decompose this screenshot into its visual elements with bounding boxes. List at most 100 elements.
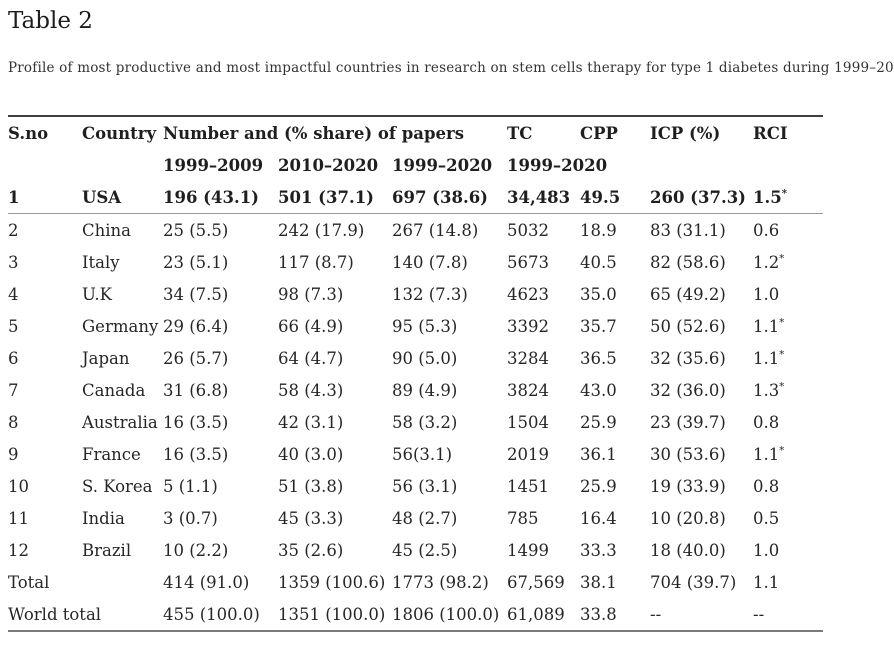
cell-tc: 5673 <box>507 252 549 272</box>
cell-icp: 50 (52.6) <box>650 316 726 336</box>
cell-rci: 1.5* <box>753 181 823 214</box>
header-spacer <box>753 149 823 181</box>
cell-cpp: 18.9 <box>580 220 617 240</box>
cell-country: U.K <box>82 284 112 304</box>
cell-rci: 0.8 <box>753 406 823 438</box>
cell-rci: 1.0 <box>753 534 823 566</box>
cell-papers-1999-2009: 455 (100.0) <box>163 604 260 624</box>
cell-papers-1999-2009: 26 (5.7) <box>163 348 229 368</box>
cell-papers-2010-2020: 51 (3.8) <box>278 476 344 496</box>
significance-asterisk: * <box>779 349 785 360</box>
cell-tc: 2019 <box>507 444 549 464</box>
cell-tc: 34,483 <box>507 181 580 214</box>
cell-papers-2010-2020: 42 (3.1) <box>278 412 344 432</box>
cell-rci: 0.6 <box>753 214 823 247</box>
countries-data-table: S.no Country Number and (% share) of pap… <box>8 115 823 632</box>
significance-asterisk: * <box>779 317 785 328</box>
article-table-section: Table 2 Profile of most productive and m… <box>8 8 894 632</box>
cell-tc: 785 <box>507 508 539 528</box>
cell-papers-2010-2020: 35 (2.6) <box>278 540 344 560</box>
cell-icp: 10 (20.8) <box>650 508 726 528</box>
rci-value: 1.0 <box>753 540 780 560</box>
cell-papers-1999-2009: 10 (2.2) <box>163 540 229 560</box>
cell-country: Japan <box>82 348 130 368</box>
table-row-world-total: World total 455 (100.0) 1351 (100.0) 180… <box>8 598 823 631</box>
col-header-period-1999-2009: 1999–2009 <box>163 155 264 175</box>
cell-world-total-label: World total <box>8 604 102 624</box>
cell-papers-1999-2009: 5 (1.1) <box>163 476 218 496</box>
cell-sno: 2 <box>8 220 19 240</box>
cell-tc: 1499 <box>507 540 549 560</box>
table-row-total: Total 414 (91.0) 1359 (100.6) 1773 (98.2… <box>8 566 823 598</box>
rci-value: 1.2 <box>753 252 780 272</box>
cell-papers-1999-2009: 25 (5.5) <box>163 220 229 240</box>
cell-papers-2010-2020: 117 (8.7) <box>278 252 354 272</box>
cell-sno: 11 <box>8 508 29 528</box>
cell-cpp: 33.3 <box>580 540 617 560</box>
cell-papers-2010-2020: 45 (3.3) <box>278 508 344 528</box>
cell-rci: 0.5 <box>753 502 823 534</box>
cell-icp: 82 (58.6) <box>650 252 726 272</box>
cell-tc: 67,569 <box>507 572 565 592</box>
cell-papers-1999-2009: 29 (6.4) <box>163 316 229 336</box>
cell-cpp: 33.8 <box>580 604 617 624</box>
cell-icp: 83 (31.1) <box>650 220 726 240</box>
cell-papers-1999-2020: 1773 (98.2) <box>392 572 489 592</box>
cell-icp: 704 (39.7) <box>650 572 737 592</box>
cell-cpp: 43.0 <box>580 380 617 400</box>
cell-papers-2010-2020: 58 (4.3) <box>278 380 344 400</box>
cell-cpp: 25.9 <box>580 476 617 496</box>
cell-icp: 18 (40.0) <box>650 540 726 560</box>
col-header-period-2010-2020: 2010–2020 <box>278 155 379 175</box>
significance-asterisk: * <box>779 445 785 456</box>
cell-papers-2010-2020: 40 (3.0) <box>278 444 344 464</box>
cell-country: Italy <box>82 252 120 272</box>
cell-sno: 5 <box>8 316 19 336</box>
rci-value: 1.0 <box>753 284 780 304</box>
cell-tc: 61,089 <box>507 604 565 624</box>
cell-rci: 1.0 <box>753 278 823 310</box>
cell-papers-2010-2020: 1359 (100.6) <box>278 572 386 592</box>
cell-papers-1999-2020: 132 (7.3) <box>392 284 468 304</box>
table-row: 5 Germany 29 (6.4) 66 (4.9) 95 (5.3) 339… <box>8 310 823 342</box>
cell-country: Brazil <box>82 540 132 560</box>
cell-papers-1999-2009: 3 (0.7) <box>163 508 218 528</box>
cell-cpp: 38.1 <box>580 572 617 592</box>
cell-papers-2010-2020: 66 (4.9) <box>278 316 344 336</box>
cell-rci: 1.3* <box>753 374 823 406</box>
cell-cpp: 35.0 <box>580 284 617 304</box>
cell-icp: 65 (49.2) <box>650 284 726 304</box>
table-row: 2 China 25 (5.5) 242 (17.9) 267 (14.8) 5… <box>8 214 823 247</box>
cell-sno: 12 <box>8 540 29 560</box>
col-header-tc: TC <box>507 123 533 143</box>
table-row: 8 Australia 16 (3.5) 42 (3.1) 58 (3.2) 1… <box>8 406 823 438</box>
col-header-period-1999-2020: 1999–2020 <box>392 155 493 175</box>
col-header-cpp: CPP <box>580 123 618 143</box>
rci-value: 0.6 <box>753 220 780 240</box>
rci-value: 1.3 <box>753 380 780 400</box>
cell-papers-2010-2020: 1351 (100.0) <box>278 604 386 624</box>
table-caption: Profile of most productive and most impa… <box>8 60 894 76</box>
table-row: 12 Brazil 10 (2.2) 35 (2.6) 45 (2.5) 149… <box>8 534 823 566</box>
cell-papers-1999-2009: 16 (3.5) <box>163 412 229 432</box>
cell-cpp: 35.7 <box>580 316 617 336</box>
cell-sno: 7 <box>8 380 19 400</box>
cell-cpp: 16.4 <box>580 508 617 528</box>
cell-icp: 19 (33.9) <box>650 476 726 496</box>
cell-rci: 1.1* <box>753 438 823 470</box>
cell-cpp: 49.5 <box>580 181 650 214</box>
header-spacer <box>8 149 82 181</box>
cell-papers-2010-2020: 64 (4.7) <box>278 348 344 368</box>
cell-country: India <box>82 508 125 528</box>
cell-country: Australia <box>82 412 158 432</box>
table-title: Table 2 <box>8 8 93 34</box>
cell-papers-2010-2020: 98 (7.3) <box>278 284 344 304</box>
table-row: 6 Japan 26 (5.7) 64 (4.7) 90 (5.0) 3284 … <box>8 342 823 374</box>
table-row-usa: 1 USA 196 (43.1) 501 (37.1) 697 (38.6) 3… <box>8 181 823 214</box>
table-row: 9 France 16 (3.5) 40 (3.0) 56(3.1) 2019 … <box>8 438 823 470</box>
cell-sno: 1 <box>8 181 82 214</box>
col-header-rci: RCI <box>753 123 788 143</box>
cell-icp: 32 (35.6) <box>650 348 726 368</box>
cell-country: S. Korea <box>82 476 153 496</box>
cell-sno: 8 <box>8 412 19 432</box>
